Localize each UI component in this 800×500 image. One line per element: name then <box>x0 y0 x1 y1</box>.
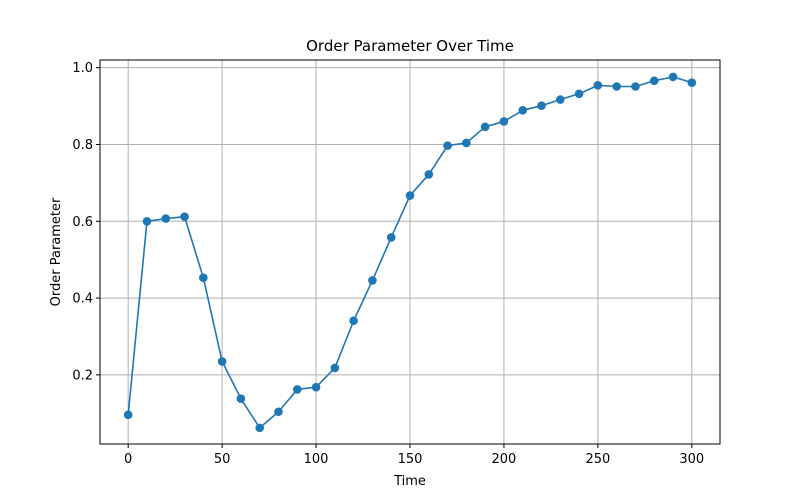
data-point <box>499 117 509 126</box>
data-point <box>330 363 340 373</box>
data-point <box>161 214 171 223</box>
data-point <box>612 82 621 91</box>
data-point <box>687 78 697 87</box>
data-point <box>480 122 490 132</box>
data-point <box>311 382 321 392</box>
y-axis-title: Order Parameter <box>49 197 64 306</box>
data-point <box>668 72 678 82</box>
x-tick-label: 150 <box>398 452 423 467</box>
data-point <box>368 276 377 285</box>
data-point <box>123 410 133 420</box>
x-tick-label: 100 <box>304 452 329 467</box>
data-point <box>443 141 452 150</box>
x-tick-label: 250 <box>585 452 610 467</box>
data-point <box>199 273 208 283</box>
x-tick-label: 50 <box>214 452 231 467</box>
data-point <box>462 138 471 148</box>
data-point <box>518 106 528 115</box>
data-point <box>386 233 396 242</box>
data-point <box>217 357 227 366</box>
data-point <box>292 385 302 394</box>
data-point <box>424 170 434 179</box>
data-point <box>574 89 584 99</box>
data-point <box>405 191 415 200</box>
x-tick-label: 0 <box>124 452 132 467</box>
data-point <box>556 95 565 104</box>
grid <box>100 60 720 444</box>
axis-ticks: 0 50 100 150 200 250 300 0.2 0.4 0.6 0.8 1.0 <box>72 61 704 467</box>
data-point <box>180 212 189 221</box>
series-layer <box>123 72 697 433</box>
x-tick-label: 200 <box>492 452 517 467</box>
y-tick-label: 1.0 <box>72 61 93 76</box>
y-tick-label: 0.8 <box>72 138 93 153</box>
data-point <box>255 423 264 433</box>
x-tick-label: 300 <box>679 452 704 467</box>
data-point <box>236 394 246 403</box>
data-point <box>649 76 659 86</box>
chart-title: Order Parameter Over Time <box>306 37 514 55</box>
data-point <box>142 216 152 226</box>
y-tick-label: 0.6 <box>72 215 93 230</box>
x-axis-title: Time <box>393 474 426 489</box>
data-point <box>349 316 358 326</box>
y-tick-label: 0.4 <box>72 292 93 307</box>
data-point <box>593 81 603 90</box>
data-point <box>631 82 640 91</box>
data-point <box>274 407 283 417</box>
data-point <box>537 101 546 110</box>
y-tick-label: 0.2 <box>72 368 93 383</box>
